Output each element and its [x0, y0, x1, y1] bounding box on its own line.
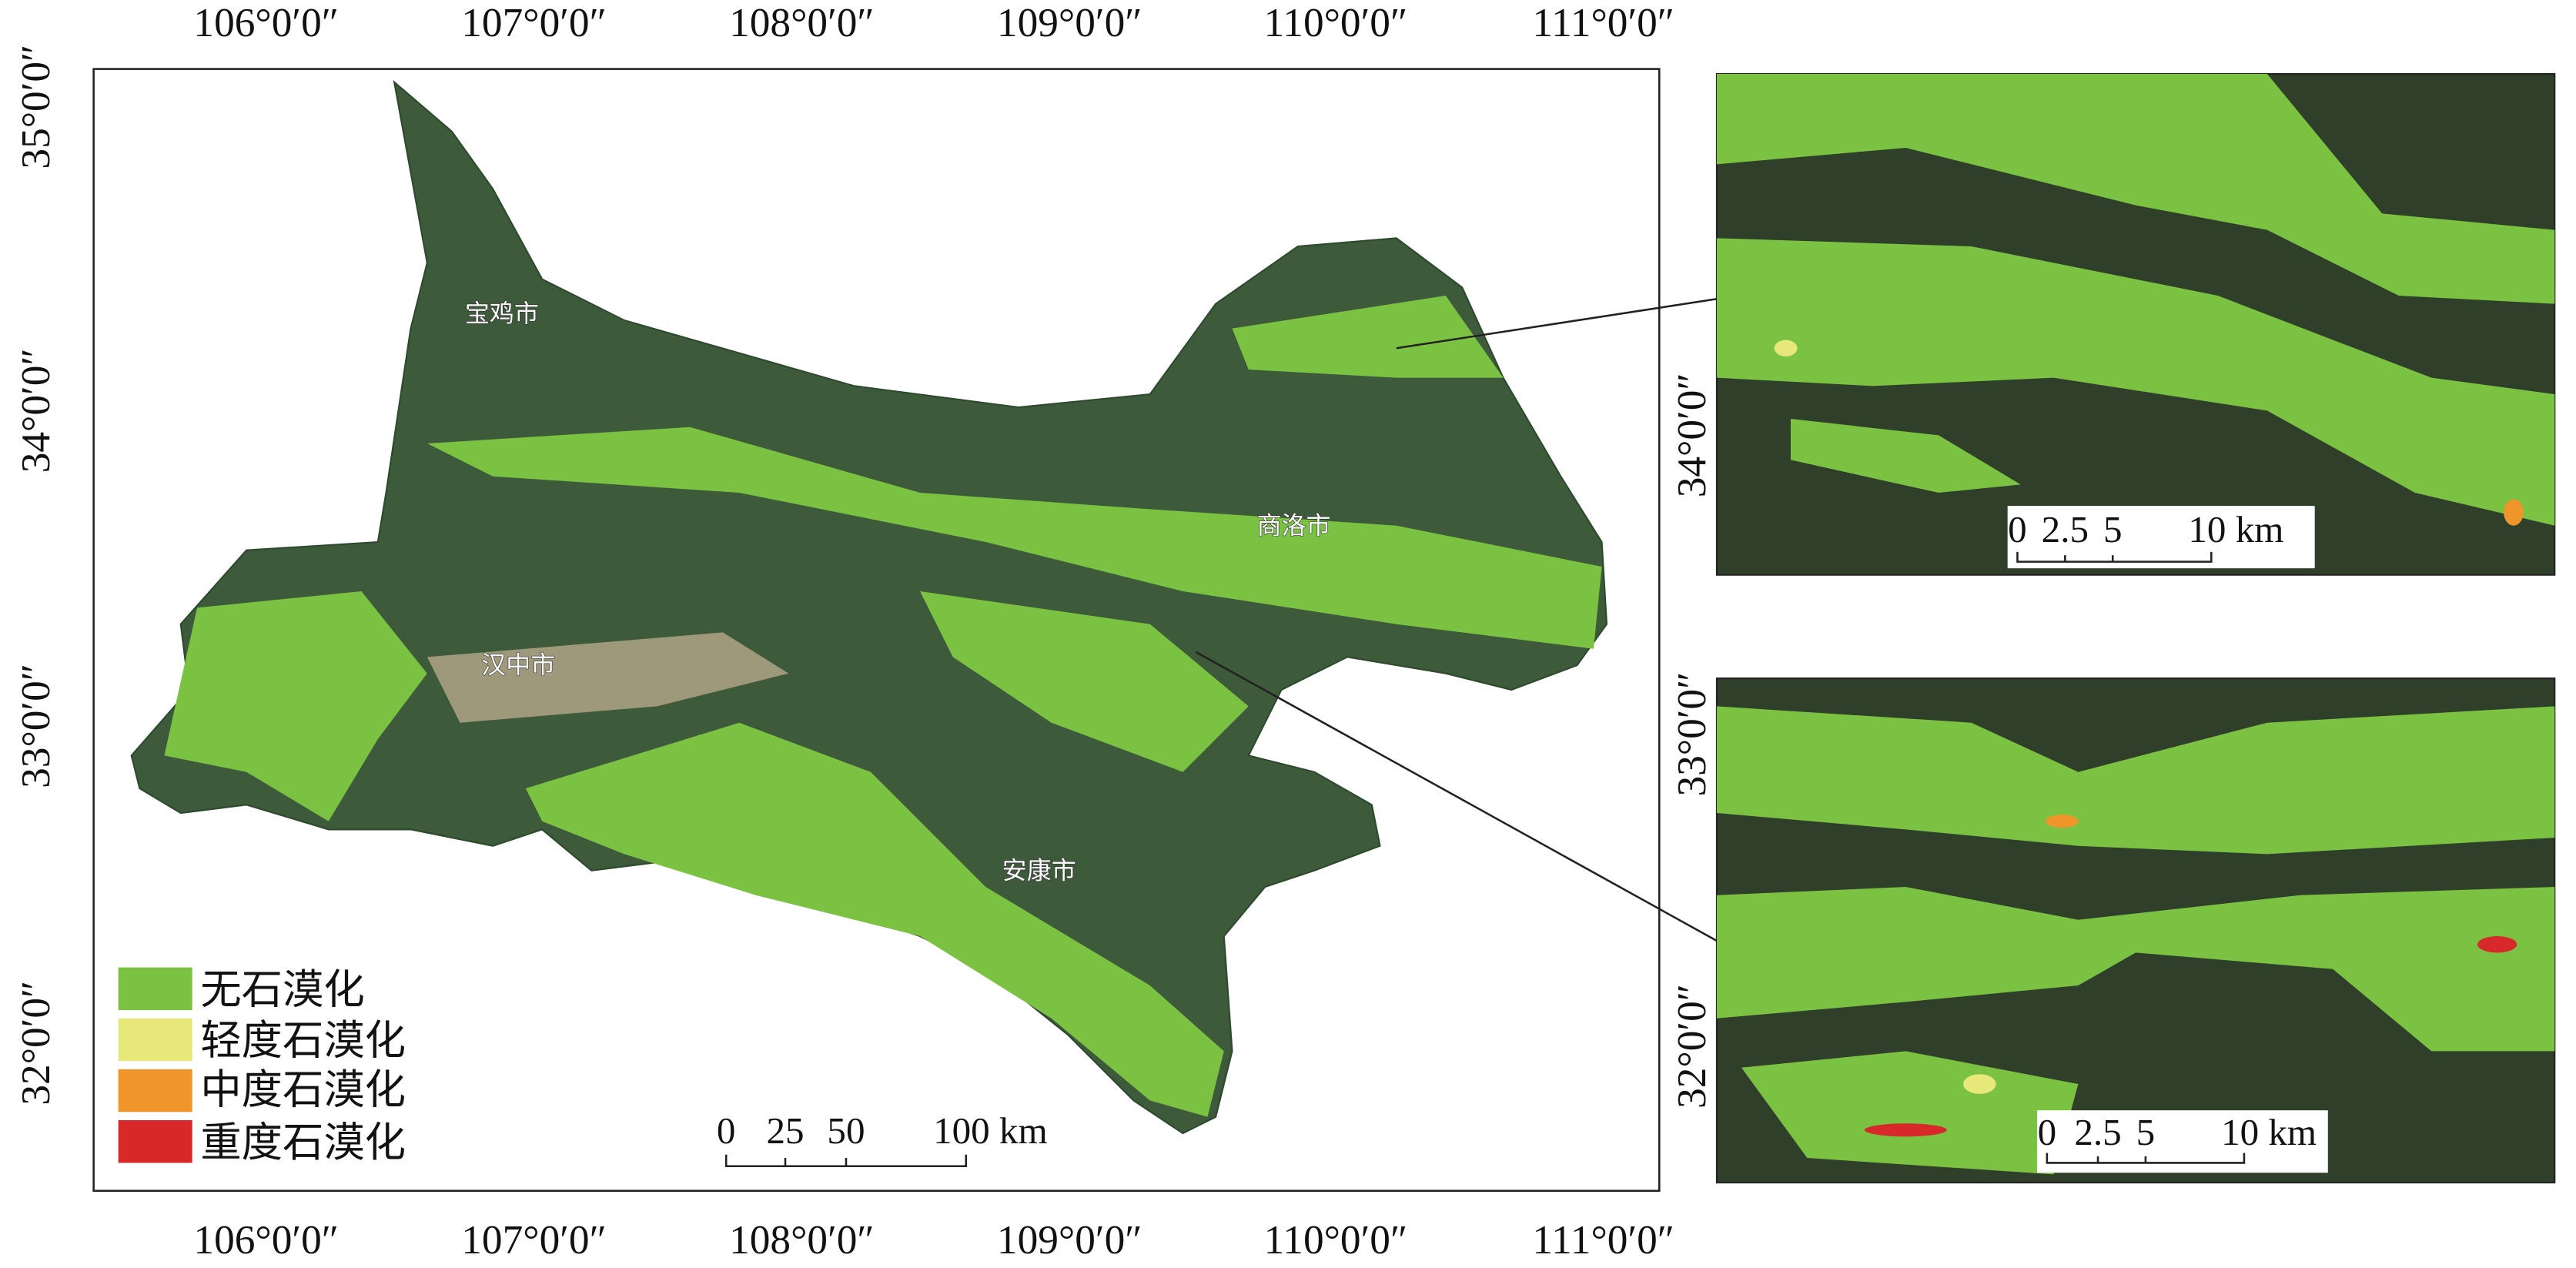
legend-swatch	[118, 1069, 192, 1112]
city-label: 商洛市	[1256, 510, 1330, 540]
inset-map: 0 2.5 5 10 km 34°0′0″	[1668, 72, 2556, 576]
arrow	[1195, 651, 1738, 952]
lon-label: 109°0′0″	[997, 0, 1142, 45]
scale-bar: 0 25 50 100 km	[717, 1109, 1048, 1168]
city-label: 安康市	[1002, 855, 1076, 885]
scale-label: 10 km	[2188, 508, 2283, 550]
lat-label: 32°0′0″	[12, 981, 59, 1106]
inset-map: 0 2.5 5 10 km 33°0′0″ 32°0′0″	[1668, 672, 2556, 1184]
scale-label: 10 km	[2221, 1111, 2317, 1153]
legend-label: 中度石漠化	[200, 1066, 406, 1114]
lon-label: 107°0′0″	[461, 0, 607, 45]
lon-label: 107°0′0″	[461, 1216, 607, 1263]
lon-label: 108°0′0″	[729, 0, 875, 45]
legend-label: 重度石漠化	[200, 1118, 406, 1166]
lat-label: 34°0′0″	[12, 348, 59, 473]
scale-label: 25	[766, 1109, 804, 1152]
region	[130, 79, 1608, 1135]
no-desertification-areas	[164, 296, 1602, 1117]
lon-label: 111°0′0″	[1532, 0, 1674, 45]
lon-label: 110°0′0″	[1264, 0, 1408, 45]
scale-label: 0	[717, 1109, 736, 1152]
legend-label: 无石漠化	[200, 965, 364, 1014]
lon-label: 109°0′0″	[997, 1216, 1142, 1263]
lat-label: 34°0′0″	[1668, 373, 1715, 497]
scale-label: 2.5	[2042, 508, 2089, 550]
arrow	[1396, 296, 1738, 350]
legend-swatch	[118, 1119, 192, 1163]
lat-label: 35°0′0″	[12, 45, 59, 169]
scale-label: 100 km	[933, 1109, 1048, 1152]
lat-label: 33°0′0″	[12, 664, 59, 788]
legend-swatch	[118, 967, 192, 1011]
scale-label: 50	[827, 1109, 865, 1152]
scale-label: 0	[2038, 1111, 2057, 1153]
top-lon-labels: 106°0′0″ 107°0′0″ 108°0′0″ 109°0′0″ 110°…	[193, 0, 1674, 45]
legend: 无石漠化 轻度石漠化 中度石漠化 重度石漠化	[118, 965, 406, 1166]
legend-swatch	[118, 1018, 192, 1062]
city-label: 汉中市	[481, 651, 555, 680]
legend-label: 轻度石漠化	[200, 1016, 406, 1065]
scale-label: 5	[2136, 1111, 2156, 1153]
bottom-lon-labels: 106°0′0″ 107°0′0″ 108°0′0″ 109°0′0″ 110°…	[193, 1216, 1674, 1263]
lon-label: 106°0′0″	[193, 1216, 339, 1263]
lat-label: 32°0′0″	[1668, 984, 1715, 1109]
city-label: 宝鸡市	[465, 299, 539, 328]
urban-area	[427, 632, 789, 723]
scale-label: 0	[2008, 508, 2027, 550]
lon-label: 111°0′0″	[1532, 1216, 1674, 1263]
lat-label: 33°0′0″	[1668, 672, 1715, 797]
lon-label: 106°0′0″	[193, 0, 339, 45]
lon-label: 110°0′0″	[1264, 1216, 1408, 1263]
lon-label: 108°0′0″	[729, 1216, 875, 1263]
lat-labels: 35°0′0″ 34°0′0″ 33°0′0″ 32°0′0″	[12, 45, 59, 1106]
scale-label: 5	[2103, 508, 2123, 550]
scale-label: 2.5	[2074, 1111, 2121, 1153]
